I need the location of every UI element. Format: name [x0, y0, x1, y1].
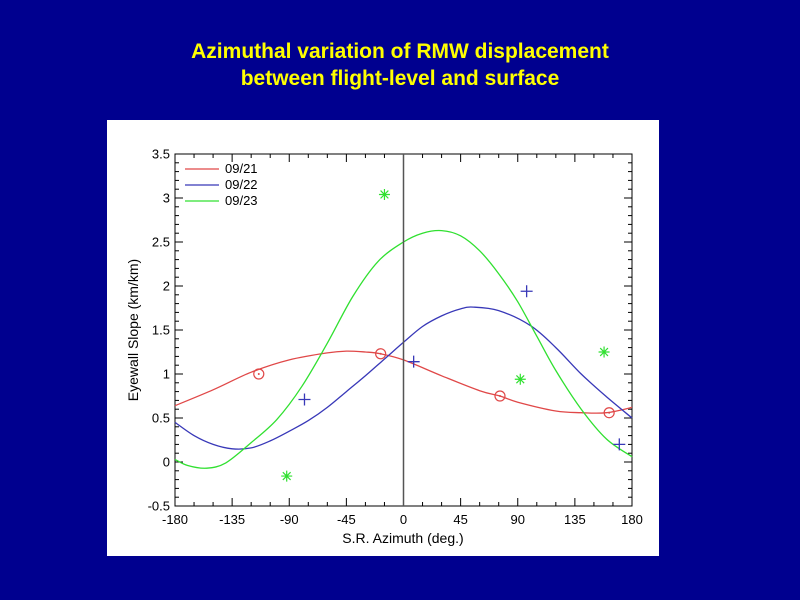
circle-marker-dot [498, 395, 501, 397]
y-tick-label: 0 [163, 455, 170, 470]
fit-curve-09-23 [174, 229, 633, 469]
y-axis-label: Eyewall Slope (km/km) [125, 259, 141, 401]
x-tick-label: -180 [162, 512, 188, 527]
y-tick-label: 2.5 [152, 235, 170, 250]
x-tick-label: 45 [453, 512, 467, 527]
x-tick-label: -90 [280, 512, 299, 527]
data-point-09-23 [514, 373, 526, 385]
circle-marker-dot [379, 352, 382, 355]
circle-marker [253, 368, 265, 380]
legend-label-09-23: 09/23 [225, 193, 258, 208]
data-point-09-23 [281, 470, 293, 482]
x-axis-label: S.R. Azimuth (deg.) [342, 530, 463, 546]
circle-marker [494, 390, 506, 402]
slide-title-line1: Azimuthal variation of RMW displacement [191, 40, 609, 63]
data-point-09-21 [494, 390, 506, 402]
data-point-09-23 [378, 188, 390, 200]
y-tick-label: -0.5 [148, 499, 170, 514]
y-tick-label: 0.5 [152, 411, 170, 426]
data-point-09-22 [613, 438, 626, 451]
data-point-09-21 [603, 407, 615, 419]
eyewall-slope-chart: -180 -135 -90 -45 0 45 90 135 180 -0.5 0 0.5 1 1.5 2 2.… [125, 147, 643, 547]
axis-ticks: -180 -135 -90 -45 0 45 90 135 180 -0.5 0 0.5 1 1.5 2 2.… [148, 147, 643, 528]
asterisk-marker [378, 188, 390, 200]
y-tick-label: 3.5 [152, 147, 170, 162]
circle-marker [603, 407, 615, 419]
asterisk-marker [514, 373, 526, 385]
circle-marker-dot [257, 373, 260, 375]
y-tick-label: 1.5 [152, 323, 170, 338]
x-tick-label: 90 [511, 512, 525, 527]
chart-panel: -180 -135 -90 -45 0 45 90 135 180 -0.5 0 0.5 1 1.5 2 2.… [107, 120, 659, 556]
plus-marker [298, 393, 311, 406]
plus-marker [613, 438, 626, 451]
asterisk-marker [598, 346, 610, 358]
circle-marker-dot [608, 411, 611, 414]
legend-label-09-21: 09/21 [225, 161, 258, 176]
x-tick-label: 135 [564, 512, 586, 527]
x-tick-label: 180 [621, 512, 643, 527]
data-markers [253, 188, 626, 482]
plus-marker [520, 285, 533, 298]
data-point-09-22 [520, 285, 533, 298]
slide-title-line2: between flight-level and surface [240, 67, 560, 90]
circle-marker [375, 348, 387, 360]
y-tick-label: 1 [163, 367, 170, 382]
data-point-09-22 [298, 393, 311, 406]
x-tick-label: 0 [400, 512, 407, 527]
data-point-09-21 [253, 368, 265, 380]
y-tick-label: 3 [163, 191, 170, 206]
y-tick-label: 2 [163, 279, 170, 294]
fit-curve-09-22 [174, 306, 633, 450]
plus-marker [407, 355, 420, 368]
data-point-09-22 [407, 355, 420, 368]
asterisk-marker [281, 470, 293, 482]
data-point-09-23 [598, 346, 610, 358]
x-tick-label: -135 [219, 512, 245, 527]
slide-title: Azimuthal variation of RMW displacement … [0, 38, 800, 92]
legend-label-09-22: 09/22 [225, 177, 258, 192]
data-point-09-21 [375, 348, 387, 360]
x-tick-label: -45 [337, 512, 356, 527]
